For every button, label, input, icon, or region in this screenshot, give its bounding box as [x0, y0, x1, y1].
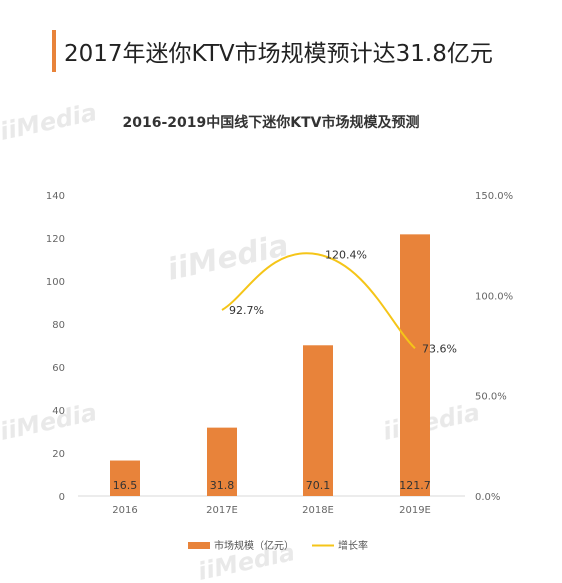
y-right-tick-label: 150.0% [475, 191, 513, 202]
y-right-tick-label: 0.0% [475, 492, 500, 503]
bar-series: 16.5 31.8 70.1 121.7 [110, 234, 431, 496]
y-left-tick-label: 100 [46, 277, 65, 288]
x-tick-label: 2018E [302, 505, 334, 516]
bar-value-label: 31.8 [210, 479, 235, 492]
chart-title: 2016-2019中国线下迷你KTV市场规模及预测 [123, 114, 420, 131]
y-left-tick-label: 20 [52, 449, 65, 460]
bar [400, 234, 430, 496]
y-left-tick-label: 120 [46, 234, 65, 245]
y-left-tick-label: 60 [52, 363, 65, 374]
bar-value-label: 16.5 [113, 479, 138, 492]
headline-accent-bar [52, 30, 56, 72]
right-axis-ticks: 0.0% 50.0% 100.0% 150.0% [475, 191, 513, 503]
legend-label-line: 增长率 [338, 539, 368, 552]
y-left-tick-label: 80 [52, 320, 65, 331]
legend-label-bar: 市场规模（亿元） [214, 539, 294, 552]
growth-value-label: 73.6% [422, 342, 457, 355]
x-tick-label: 2019E [399, 505, 431, 516]
watermark-text: iiMedia [0, 98, 99, 146]
bar [207, 427, 237, 496]
growth-value-label: 92.7% [229, 304, 264, 317]
y-right-tick-label: 50.0% [475, 392, 507, 403]
y-left-tick-label: 0 [59, 492, 65, 503]
legend: 市场规模（亿元） 增长率 [188, 539, 368, 552]
x-tick-label: 2017E [206, 505, 238, 516]
growth-line [221, 252, 416, 350]
watermark-text: iiMedia [0, 398, 99, 446]
left-axis-ticks: 0 20 40 60 80 100 120 140 [46, 191, 65, 503]
y-left-tick-label: 140 [46, 191, 65, 202]
y-right-tick-label: 100.0% [475, 291, 513, 302]
watermark-text: iiMedia [380, 398, 482, 446]
page-headline: 2017年迷你KTV市场规模预计达31.8亿元 [64, 41, 493, 67]
bar [303, 345, 333, 496]
bar [110, 460, 140, 496]
bar-value-label: 70.1 [306, 479, 331, 492]
growth-value-label: 120.4% [325, 248, 367, 261]
watermark-text: iiMedia [164, 228, 291, 288]
x-axis-ticks: 2016 2017E 2018E 2019E [112, 505, 431, 516]
legend-swatch-bar [188, 542, 210, 549]
y-left-tick-label: 40 [52, 406, 65, 417]
bar-value-label: 121.7 [399, 479, 431, 492]
growth-line-series: 92.7% 120.4% 73.6% [221, 248, 457, 355]
x-tick-label: 2016 [112, 505, 137, 516]
